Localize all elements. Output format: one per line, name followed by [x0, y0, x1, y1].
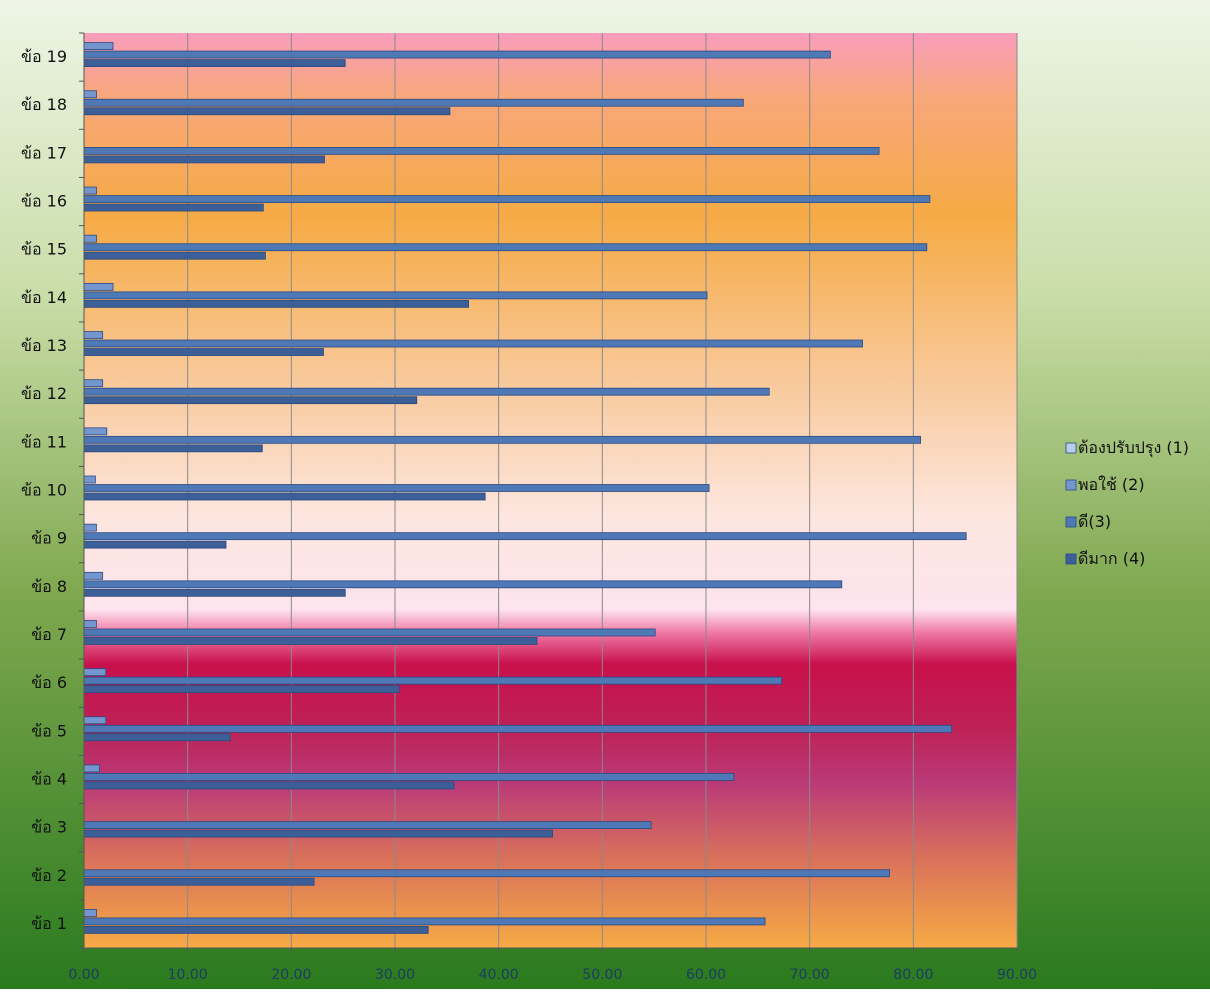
bar-4-13	[83, 348, 324, 356]
bar-4-8	[83, 588, 346, 597]
bar-3-1	[83, 917, 766, 926]
bar-4-14	[83, 299, 470, 308]
y-category-label: ข้อ 10	[21, 481, 67, 500]
axes: 0.00 10.00 20.00 30.00 40.00 50.00 60.00 70.00 8…	[21, 32, 1037, 983]
y-category-label: ข้อ 16	[21, 192, 67, 211]
bar-4-11	[83, 444, 263, 453]
legend-swatch	[1065, 442, 1077, 454]
bar-2-11	[83, 427, 108, 436]
bar-3-3	[83, 821, 652, 830]
bar-2-10	[83, 475, 96, 484]
legend-label: ดีมาก (4)	[1078, 549, 1145, 568]
bar-4-18	[83, 107, 451, 116]
bar-4-5	[83, 733, 231, 742]
bar-2-13	[83, 331, 104, 339]
x-tick-label: 60.00	[686, 967, 726, 983]
bar-2-15	[83, 234, 97, 243]
x-tick-label: 80.00	[893, 967, 933, 983]
y-category-label: ข้อ 11	[21, 432, 67, 451]
bar-4-10	[83, 492, 486, 501]
bar-3-8	[83, 580, 843, 589]
bar-3-11	[83, 435, 921, 444]
bar-4-2	[83, 877, 315, 886]
x-tick-label: 40.00	[479, 967, 519, 983]
y-category-label: ข้อ 18	[21, 95, 67, 114]
bar-2-4	[83, 764, 100, 773]
x-tick-label: 50.00	[582, 967, 622, 983]
legend-swatch	[1065, 479, 1077, 491]
bar-3-6	[83, 676, 783, 685]
bar-3-2	[83, 869, 890, 878]
y-category-label: ข้อ 6	[31, 673, 67, 692]
bar-2-9	[83, 523, 97, 532]
bar-4-15	[83, 251, 266, 260]
x-tick-label: 0.00	[68, 967, 99, 983]
bar-4-12	[83, 396, 418, 405]
bar-3-19	[83, 50, 831, 59]
bar-3-7	[83, 628, 656, 637]
bar-2-1	[83, 909, 97, 917]
x-tick-label: 20.00	[271, 967, 311, 983]
bar-4-3	[83, 829, 553, 838]
bars	[83, 42, 967, 934]
y-category-label: ข้อ 19	[21, 47, 67, 66]
bar-4-6	[83, 685, 400, 694]
bar-4-1	[83, 926, 429, 934]
bar-2-12	[83, 379, 104, 388]
bar-3-10	[83, 484, 710, 492]
legend-label: ดี(3)	[1078, 512, 1111, 531]
bar-3-16	[83, 195, 931, 203]
bar-3-18	[83, 98, 744, 107]
bar-3-14	[83, 291, 708, 300]
bar-2-19	[83, 42, 114, 50]
legend-swatch	[1065, 553, 1077, 565]
bar-4-17	[83, 155, 325, 164]
x-tick-label: 90.00	[997, 967, 1037, 983]
legend-swatch	[1065, 516, 1077, 528]
bar-3-4	[83, 773, 735, 781]
y-category-label: ข้อ 4	[31, 769, 67, 788]
bar-4-19	[83, 59, 346, 67]
bar-3-5	[83, 724, 953, 733]
bar-2-16	[83, 186, 97, 195]
legend-label: ต้องปรับปรุง (1)	[1078, 438, 1189, 458]
y-category-label: ข้อ 17	[21, 143, 67, 162]
y-category-label: ข้อ 13	[21, 336, 67, 355]
bar-2-7	[83, 620, 97, 628]
x-tick-label: 10.00	[168, 967, 208, 983]
bar-3-13	[83, 339, 863, 348]
y-category-label: ข้อ 5	[31, 721, 67, 740]
y-category-label: ข้อ 8	[31, 577, 67, 596]
bar-4-9	[83, 540, 227, 549]
bar-2-14	[83, 282, 114, 291]
bar-4-4	[83, 781, 455, 790]
bar-3-15	[83, 243, 928, 252]
bar-2-18	[83, 90, 97, 99]
x-tick-label: 70.00	[790, 967, 830, 983]
x-tick-label: 30.00	[375, 967, 415, 983]
y-category-label: ข้อ 14	[21, 288, 67, 307]
y-category-label: ข้อ 9	[31, 529, 67, 548]
bar-3-12	[83, 387, 770, 396]
y-category-label: ข้อ 15	[21, 240, 67, 259]
y-category-label: ข้อ 2	[31, 866, 67, 885]
bar-4-7	[83, 637, 538, 645]
bar-2-8	[83, 571, 104, 580]
y-category-label: ข้อ 7	[31, 625, 67, 644]
y-category-label: ข้อ 3	[31, 818, 67, 837]
y-category-label: ข้อ 12	[21, 384, 67, 403]
bar-3-9	[83, 532, 967, 541]
legend-label: พอใช้ (2)	[1078, 475, 1145, 494]
legend: ต้องปรับปรุง (1) พอใช้ (2) ดี(3) ดีมาก (4)	[1065, 438, 1189, 568]
bar-4-16	[83, 203, 264, 212]
bar-2-5	[83, 716, 107, 725]
bar-3-17	[83, 146, 880, 155]
y-category-label: ข้อ 1	[31, 914, 67, 933]
bar-2-6	[83, 668, 107, 677]
